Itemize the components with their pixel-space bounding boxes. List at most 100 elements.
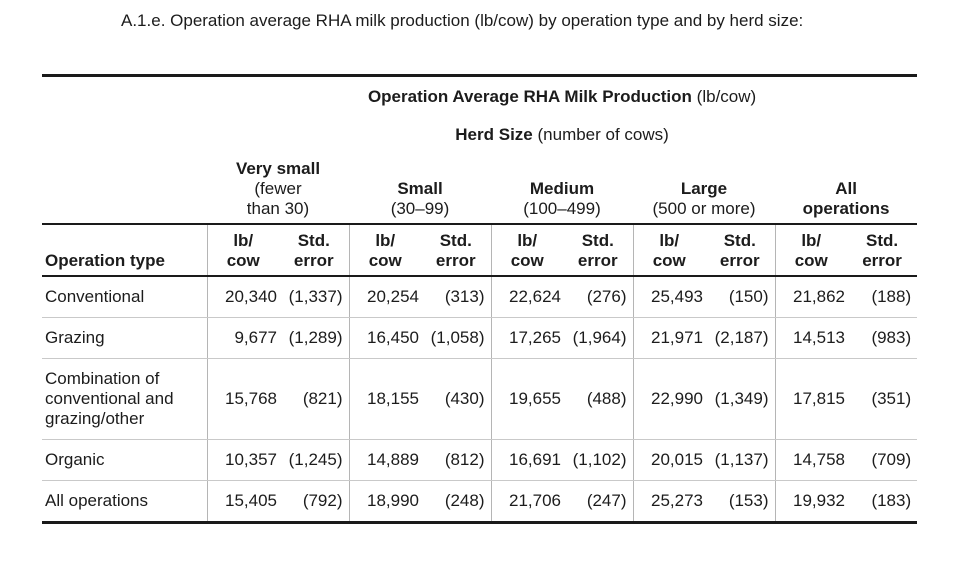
stderr-cell: (150) <box>705 276 775 318</box>
value-cell: 20,254 <box>348 276 421 318</box>
group-name: Medium <box>529 179 595 198</box>
lb-cow-header: lb/ cow <box>490 224 563 277</box>
value-cell: 10,357 <box>206 439 279 481</box>
value-cell: 14,513 <box>774 317 847 359</box>
table-row-combination: Combination of conventional and grazing/… <box>42 358 918 440</box>
herd-size-title-bold: Herd Size <box>455 125 533 144</box>
value-cell: 17,265 <box>490 317 563 359</box>
stderr-cell: (153) <box>705 480 775 524</box>
table-title-units: (lb/cow) <box>696 87 757 106</box>
table-title: Operation Average RHA Milk Production (l… <box>207 76 917 118</box>
value-cell: 9,677 <box>206 317 279 359</box>
group-name: Large <box>680 179 728 198</box>
table-row-organic: Organic 10,357 (1,245) 14,889 (812) 16,6… <box>42 439 918 481</box>
stderr-cell: (1,137) <box>705 439 775 481</box>
stderr-cell: (1,337) <box>279 276 349 318</box>
herd-size-title-row: Herd Size (number of cows) <box>42 117 917 153</box>
stderr-cell: (2,187) <box>705 317 775 359</box>
stderr-cell: (812) <box>421 439 491 481</box>
group-header-small: Small (30–99) <box>349 153 491 225</box>
group-header-large: Large (500 or more) <box>633 153 775 225</box>
table-title-row: Operation Average RHA Milk Production (l… <box>42 76 917 118</box>
stderr-cell: (247) <box>563 480 633 524</box>
group-range: (30–99) <box>390 199 450 218</box>
stderr-cell: (313) <box>421 276 491 318</box>
value-cell: 21,971 <box>632 317 705 359</box>
std-error-header: Std. error <box>563 224 633 277</box>
stderr-cell: (183) <box>847 480 918 524</box>
value-cell: 22,624 <box>490 276 563 318</box>
value-cell: 19,932 <box>774 480 847 524</box>
value-cell: 15,405 <box>206 480 279 524</box>
value-cell: 14,758 <box>774 439 847 481</box>
group-name: Very small <box>235 159 321 178</box>
value-cell: 25,493 <box>632 276 705 318</box>
operation-type-header: Operation type <box>42 224 207 277</box>
herd-size-group-header-row: Very small (fewer than 30) Small (30–99)… <box>42 153 918 225</box>
table-row-all-operations: All operations 15,405 (792) 18,990 (248)… <box>42 480 918 524</box>
row-label: Conventional <box>42 276 207 318</box>
group-header-medium: Medium (100–499) <box>491 153 633 225</box>
stderr-cell: (430) <box>421 358 491 440</box>
row-label: Grazing <box>42 317 207 359</box>
stderr-cell: (248) <box>421 480 491 524</box>
row-label: All operations <box>42 480 207 524</box>
std-error-header: Std. error <box>847 224 918 277</box>
value-cell: 19,655 <box>490 358 563 440</box>
value-cell: 21,706 <box>490 480 563 524</box>
stderr-cell: (1,245) <box>279 439 349 481</box>
group-name: All operations <box>802 179 890 218</box>
value-cell: 18,155 <box>348 358 421 440</box>
group-header-all-operations: All operations <box>775 153 918 225</box>
stderr-cell: (792) <box>279 480 349 524</box>
table-row-conventional: Conventional 20,340 (1,337) 20,254 (313)… <box>42 276 918 318</box>
value-cell: 18,990 <box>348 480 421 524</box>
measure-header-row: Operation type lb/ cow Std. error lb/ co… <box>42 224 918 277</box>
row-label: Organic <box>42 439 207 481</box>
value-cell: 25,273 <box>632 480 705 524</box>
value-cell: 22,990 <box>632 358 705 440</box>
stderr-cell: (1,349) <box>705 358 775 440</box>
lb-cow-header: lb/ cow <box>774 224 847 277</box>
value-cell: 21,862 <box>774 276 847 318</box>
lb-cow-header: lb/ cow <box>206 224 279 277</box>
value-cell: 14,889 <box>348 439 421 481</box>
herd-size-title: Herd Size (number of cows) <box>207 117 917 153</box>
row-label: Combination of conventional and grazing/… <box>42 358 207 440</box>
group-range: (fewer than 30) <box>246 179 310 218</box>
lb-cow-header: lb/ cow <box>348 224 421 277</box>
page-title: A.1.e. Operation average RHA milk produc… <box>121 11 804 30</box>
value-cell: 16,691 <box>490 439 563 481</box>
spacer-cell <box>42 153 207 225</box>
group-range: (100–499) <box>523 199 601 218</box>
herd-size-title-units: (number of cows) <box>537 125 669 144</box>
rha-milk-production-table: Operation Average RHA Milk Production (l… <box>42 74 918 524</box>
table-title-bold: Operation Average RHA Milk Production <box>367 87 692 106</box>
stderr-cell: (1,964) <box>563 317 633 359</box>
stderr-cell: (276) <box>563 276 633 318</box>
stderr-cell: (709) <box>847 439 918 481</box>
stderr-cell: (188) <box>847 276 918 318</box>
lb-cow-header: lb/ cow <box>632 224 705 277</box>
stderr-cell: (488) <box>563 358 633 440</box>
spacer-cell <box>42 117 207 153</box>
value-cell: 20,015 <box>632 439 705 481</box>
stderr-cell: (351) <box>847 358 918 440</box>
value-cell: 20,340 <box>206 276 279 318</box>
stderr-cell: (983) <box>847 317 918 359</box>
stderr-cell: (821) <box>279 358 349 440</box>
table-row-grazing: Grazing 9,677 (1,289) 16,450 (1,058) 17,… <box>42 317 918 359</box>
spacer-cell <box>42 76 207 118</box>
std-error-header: Std. error <box>705 224 775 277</box>
group-name: Small <box>397 179 443 198</box>
stderr-cell: (1,102) <box>563 439 633 481</box>
value-cell: 17,815 <box>774 358 847 440</box>
stderr-cell: (1,289) <box>279 317 349 359</box>
group-range: (500 or more) <box>652 199 756 218</box>
std-error-header: Std. error <box>421 224 491 277</box>
value-cell: 15,768 <box>206 358 279 440</box>
value-cell: 16,450 <box>348 317 421 359</box>
std-error-header: Std. error <box>279 224 349 277</box>
group-header-very-small: Very small (fewer than 30) <box>207 153 349 225</box>
